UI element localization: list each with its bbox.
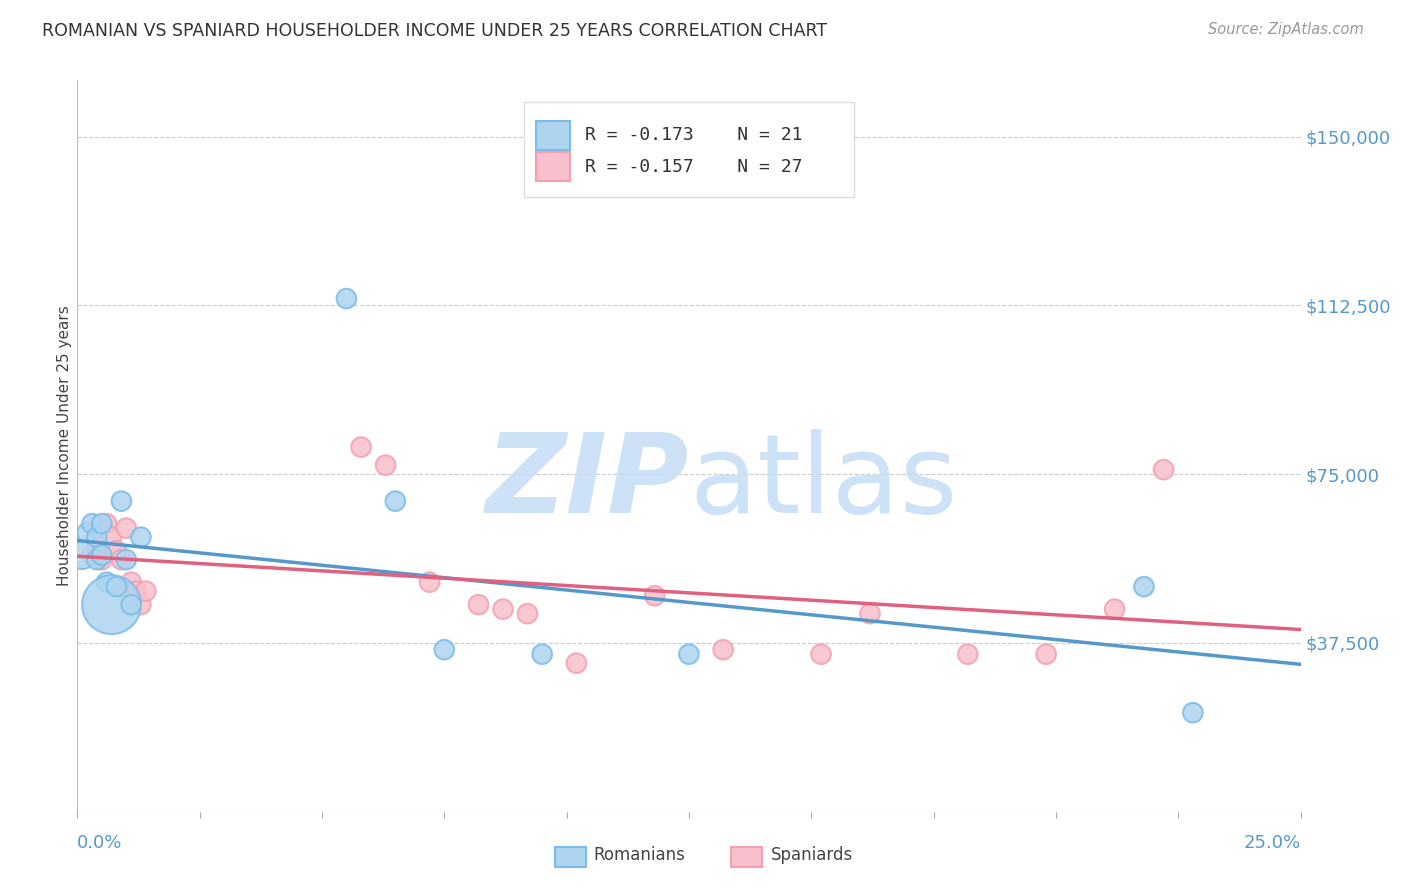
- Point: [711, 642, 734, 657]
- Point: [350, 440, 373, 454]
- Text: ZIP: ZIP: [485, 429, 689, 536]
- Point: [810, 647, 832, 661]
- Point: [859, 607, 882, 621]
- Point: [100, 530, 122, 544]
- Point: [80, 516, 103, 531]
- Point: [1104, 602, 1126, 616]
- Text: 25.0%: 25.0%: [1243, 834, 1301, 852]
- Point: [129, 598, 152, 612]
- Point: [110, 552, 132, 566]
- Point: [120, 575, 142, 590]
- Point: [467, 598, 489, 612]
- Point: [1035, 647, 1057, 661]
- Point: [678, 647, 700, 661]
- Point: [335, 292, 357, 306]
- Point: [565, 656, 588, 670]
- Text: ROMANIAN VS SPANIARD HOUSEHOLDER INCOME UNDER 25 YEARS CORRELATION CHART: ROMANIAN VS SPANIARD HOUSEHOLDER INCOME …: [42, 22, 827, 40]
- Point: [90, 552, 112, 566]
- Point: [135, 584, 157, 599]
- Text: Source: ZipAtlas.com: Source: ZipAtlas.com: [1208, 22, 1364, 37]
- Point: [129, 530, 152, 544]
- Point: [90, 516, 112, 531]
- Point: [374, 458, 396, 472]
- Point: [90, 548, 112, 562]
- Point: [125, 584, 148, 599]
- Point: [384, 494, 406, 508]
- Point: [105, 580, 128, 594]
- Point: [86, 539, 108, 553]
- Point: [956, 647, 979, 661]
- Y-axis label: Householder Income Under 25 years: Householder Income Under 25 years: [56, 306, 72, 586]
- Point: [70, 548, 93, 562]
- Point: [433, 642, 456, 657]
- FancyBboxPatch shape: [524, 103, 853, 197]
- Point: [86, 530, 108, 544]
- Point: [120, 598, 142, 612]
- Bar: [536, 120, 571, 150]
- Point: [96, 516, 118, 531]
- Point: [516, 607, 538, 621]
- Point: [96, 575, 118, 590]
- Point: [644, 589, 666, 603]
- Point: [110, 494, 132, 508]
- Bar: [536, 152, 571, 181]
- Point: [76, 525, 98, 540]
- Point: [1133, 580, 1156, 594]
- Text: Spaniards: Spaniards: [770, 846, 852, 863]
- Text: R = -0.173    N = 21: R = -0.173 N = 21: [585, 126, 803, 145]
- Point: [1153, 462, 1175, 476]
- Text: atlas: atlas: [689, 429, 957, 536]
- Point: [115, 552, 138, 566]
- Text: 0.0%: 0.0%: [77, 834, 122, 852]
- Point: [100, 598, 122, 612]
- Point: [492, 602, 515, 616]
- Point: [86, 552, 108, 566]
- Point: [80, 548, 103, 562]
- Text: Romanians: Romanians: [593, 846, 685, 863]
- Point: [531, 647, 554, 661]
- Point: [115, 521, 138, 535]
- Text: R = -0.157    N = 27: R = -0.157 N = 27: [585, 158, 803, 176]
- Point: [419, 575, 441, 590]
- Point: [105, 543, 128, 558]
- Point: [1181, 706, 1204, 720]
